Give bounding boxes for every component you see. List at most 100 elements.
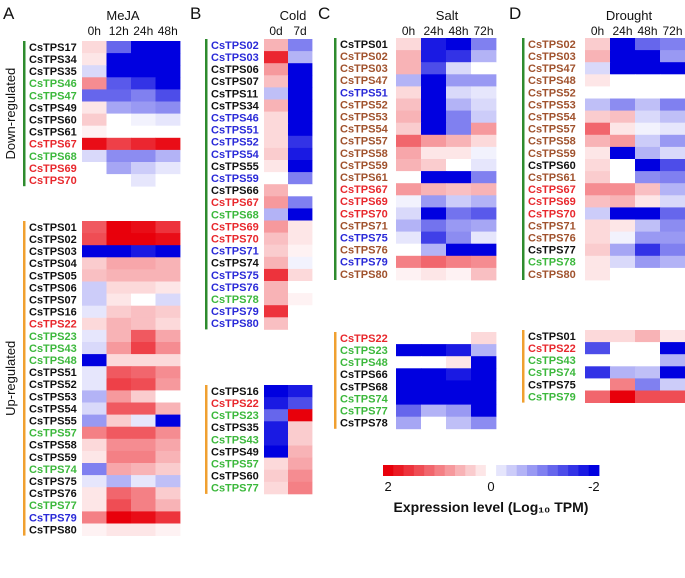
gene-label: CsTPS55	[211, 161, 259, 173]
heatmap-cell	[396, 134, 422, 148]
heatmap-cell	[131, 390, 156, 403]
heatmap-cell	[610, 134, 636, 148]
heatmap-cell	[471, 86, 497, 99]
heatmap-cell	[106, 317, 132, 331]
heatmap-cell	[155, 450, 181, 464]
heatmap-cell	[635, 110, 661, 124]
heatmap-cell	[82, 53, 107, 66]
heatmap-cell	[106, 245, 132, 258]
heatmap-cell	[585, 122, 611, 136]
heatmap-cell	[660, 159, 685, 172]
legend-swatch	[413, 465, 425, 476]
heatmap-cell	[106, 53, 132, 66]
gene-label: CsTPS70	[528, 208, 576, 220]
heatmap-cell	[82, 89, 107, 102]
gene-label: CsTPS76	[340, 245, 388, 257]
gene-label: CsTPS78	[340, 418, 388, 430]
heatmap-cell	[421, 231, 447, 245]
heatmap-cell	[264, 445, 289, 458]
heatmap-cell	[82, 426, 107, 440]
heatmap-cell	[82, 317, 107, 331]
heatmap-cell	[288, 268, 313, 282]
heatmap-cell	[131, 53, 156, 66]
gene-label: CsTPS75	[528, 379, 576, 391]
gene-label: CsTPS61	[29, 127, 77, 139]
heatmap-cell	[471, 255, 497, 269]
panel-title-salt: Salt	[436, 8, 459, 23]
heatmap-cell	[660, 38, 685, 51]
heatmap-cell	[635, 183, 661, 196]
heatmap-cell	[396, 380, 422, 393]
gene-label: CsTPS68	[211, 209, 259, 221]
heatmap-cell	[610, 38, 636, 51]
panel-title-drought: Drought	[606, 8, 653, 23]
heatmap-cell	[82, 450, 107, 464]
heatmap-cell	[610, 390, 636, 403]
heatmap-cell	[585, 98, 611, 111]
heatmap-cell	[288, 305, 313, 318]
heatmap-cell	[660, 86, 685, 99]
gene-label: CsTPS43	[29, 343, 77, 355]
gene-label: CsTPS16	[29, 307, 77, 319]
heatmap-cell	[421, 344, 447, 357]
heatmap-cell	[131, 281, 156, 294]
heatmap-cell	[131, 257, 156, 270]
heatmap-cell	[155, 317, 181, 331]
gene-label: CsTPS58	[340, 148, 388, 160]
heatmap-cell	[446, 368, 472, 381]
heatmap-cell	[264, 75, 289, 88]
heatmap-cell	[131, 41, 156, 54]
gene-label: CsTPS59	[29, 452, 77, 464]
heatmap-cell	[288, 421, 313, 434]
column-label-salt-0h: 0h	[402, 24, 415, 38]
gene-label: CsTPS48	[29, 355, 77, 367]
gene-label: CsTPS67	[211, 197, 259, 209]
heatmap-cell	[131, 174, 156, 187]
heatmap-cell	[288, 196, 313, 209]
heatmap-cell	[446, 416, 472, 430]
group-bar-drought-1	[522, 330, 525, 403]
heatmap-cell	[155, 89, 181, 102]
column-label-meja-0h: 0h	[88, 24, 101, 38]
gene-label: CsTPS35	[29, 66, 77, 78]
heatmap-cell	[585, 366, 611, 379]
heatmap-cell	[106, 305, 132, 319]
heatmap-cell	[264, 111, 289, 125]
heatmap-cell	[660, 171, 685, 184]
column-label-cold-0d: 0d	[269, 24, 282, 38]
gene-label: CsTPS02	[528, 39, 576, 51]
heatmap-cell	[446, 255, 472, 269]
gene-label: CsTPS59	[528, 148, 576, 160]
heatmap-cell	[264, 99, 289, 112]
heatmap-cell	[471, 416, 497, 430]
heatmap-cell	[421, 243, 447, 257]
heatmap-cell	[131, 245, 156, 258]
heatmap-cell	[288, 469, 313, 483]
heatmap-cell	[155, 162, 181, 175]
gene-label: CsTPS78	[528, 257, 576, 269]
heatmap-cell	[106, 89, 132, 102]
gene-label: CsTPS04	[29, 258, 78, 270]
legend-swatch	[527, 465, 538, 476]
heatmap-cell	[82, 113, 107, 127]
heatmap-cell	[421, 219, 447, 232]
column-label-meja-48h: 48h	[158, 24, 178, 38]
heatmap-cell	[660, 195, 685, 208]
heatmap-cell	[635, 146, 661, 160]
gene-label: CsTPS22	[29, 319, 77, 331]
heatmap-cell	[264, 39, 289, 52]
heatmap-cell	[471, 267, 497, 281]
heatmap-cell	[131, 233, 156, 246]
gene-label: CsTPS35	[211, 422, 259, 434]
heatmap-cell	[471, 38, 497, 51]
heatmap-cell	[155, 438, 181, 452]
heatmap-cell	[155, 366, 181, 379]
heatmap-cell	[610, 122, 636, 136]
gene-label: CsTPS66	[340, 369, 388, 381]
heatmap-cell	[585, 38, 611, 51]
heatmap-cell	[264, 385, 289, 398]
heatmap-cell	[131, 137, 156, 151]
heatmap-cell	[421, 255, 447, 269]
